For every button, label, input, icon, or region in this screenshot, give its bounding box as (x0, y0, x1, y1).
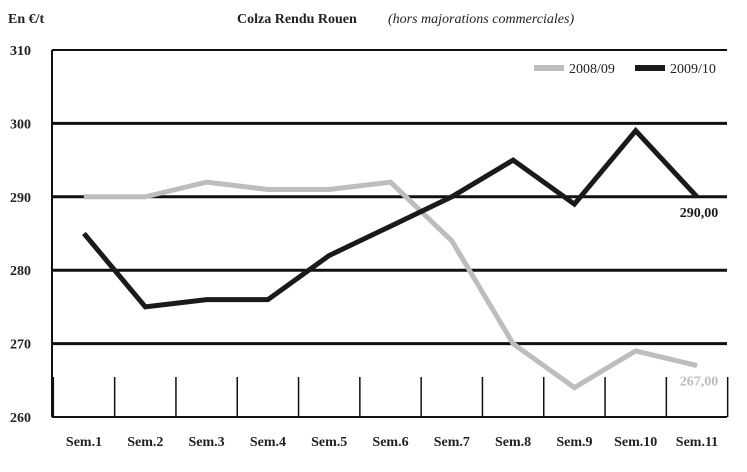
series-lines (82, 126, 699, 391)
data-point (573, 203, 575, 205)
data-point (267, 299, 269, 301)
x-tick-label: Sem.8 (495, 435, 531, 450)
data-point (390, 225, 391, 227)
x-tick-label: Sem.6 (372, 435, 408, 450)
chart-subtitle: (hors majorations commerciales) (388, 12, 574, 27)
data-point (512, 159, 514, 161)
data-point (696, 365, 698, 367)
legend: 2008/09 2009/10 (534, 62, 716, 77)
x-tick-label: Sem.9 (556, 435, 592, 450)
axes (51, 50, 729, 417)
y-tick-label: 280 (10, 264, 31, 279)
x-tick-label: Sem.1 (66, 435, 102, 450)
x-tick-label: Sem.4 (250, 435, 286, 450)
y-axis-label: En €/t (8, 12, 45, 27)
y-tick-label: 270 (10, 338, 31, 353)
y-tick-label: 300 (10, 117, 31, 132)
data-point (83, 196, 85, 198)
labels: Colza Rendu Rouen (hors majorations comm… (8, 12, 718, 450)
series-line-2008-09 (84, 179, 698, 391)
end-value-label: 267,00 (680, 375, 719, 390)
data-point (144, 306, 146, 308)
x-tick-label: Sem.2 (127, 435, 163, 450)
data-point (83, 233, 85, 234)
data-point (635, 350, 637, 352)
data-point (696, 196, 698, 198)
data-point (328, 255, 330, 257)
x-tick-label: Sem.11 (676, 435, 718, 450)
data-point (573, 387, 575, 389)
x-tick-label: Sem.3 (189, 435, 225, 450)
legend-label: 2008/09 (569, 62, 615, 77)
series-line-2009-10 (82, 126, 699, 310)
data-point (635, 130, 637, 132)
data-point (144, 196, 146, 198)
end-value-label: 290,00 (680, 206, 719, 221)
x-tick-label: Sem.7 (434, 435, 470, 450)
x-tick-label: Sem.5 (311, 435, 347, 450)
data-point (206, 299, 208, 301)
data-point (328, 188, 330, 190)
y-tick-label: 310 (10, 44, 31, 59)
data-point (267, 188, 269, 190)
y-tick-label: 260 (10, 411, 31, 426)
legend-label: 2009/10 (670, 62, 716, 77)
data-point (451, 240, 453, 242)
data-point (451, 196, 453, 198)
data-point (512, 343, 514, 345)
data-point (206, 181, 208, 183)
chart-title: Colza Rendu Rouen (237, 12, 357, 27)
grid (52, 49, 727, 418)
data-point (390, 181, 391, 183)
x-tick-label: Sem.10 (614, 435, 657, 450)
y-tick-label: 290 (10, 191, 31, 206)
